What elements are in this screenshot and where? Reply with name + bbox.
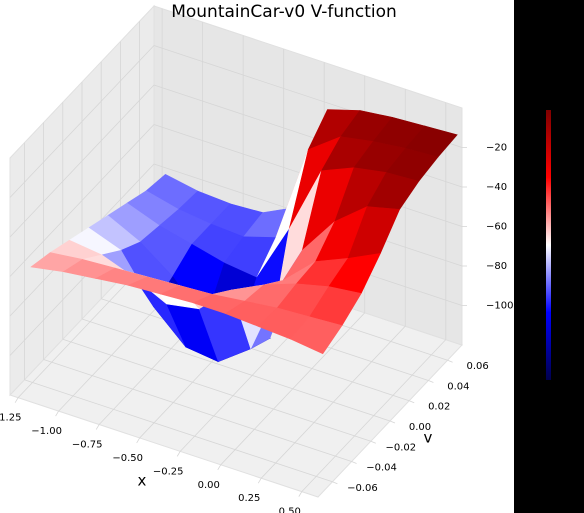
z-tick-label: −60 <box>486 222 507 233</box>
y-tick-label: 0.06 <box>466 361 488 372</box>
y-tick <box>428 380 434 383</box>
y-tick-label: 0.00 <box>409 422 431 433</box>
grid-line <box>24 379 333 483</box>
grid-line <box>81 318 391 422</box>
y-tick <box>447 359 453 363</box>
x-tick-label: 0.25 <box>238 493 260 504</box>
x-tick <box>217 464 222 470</box>
grid-line <box>9 84 155 238</box>
x-axis-label: x <box>138 472 147 490</box>
grid-line <box>43 359 352 462</box>
y-tick-label: −0.02 <box>385 442 416 453</box>
z-tick-label: −20 <box>486 143 507 154</box>
x-tick-label: −0.25 <box>153 466 184 477</box>
x-tick-label: 0.50 <box>279 507 301 513</box>
z-tick-label: −40 <box>486 182 507 193</box>
x-tick-label: −1.25 <box>0 413 21 424</box>
x-tick <box>14 397 19 403</box>
x-tick <box>55 410 59 417</box>
grid-line <box>9 45 155 198</box>
surface-patch <box>289 316 343 355</box>
y-tick-label: 0.04 <box>447 381 469 392</box>
y-tick-label: 0.02 <box>428 402 450 413</box>
x-tick-label: −1.00 <box>31 426 62 437</box>
y-tick <box>351 461 357 464</box>
y-tick <box>409 400 415 404</box>
y-tick <box>370 440 376 444</box>
z-tick-label: −100 <box>486 301 513 312</box>
y-axis-label: v <box>424 429 433 447</box>
y-tick-label: −0.06 <box>347 483 378 494</box>
x-tick <box>95 424 100 430</box>
colorbar <box>546 110 551 380</box>
colorbar <box>546 110 551 380</box>
grid-line <box>9 124 155 277</box>
x-tick-label: −0.75 <box>72 440 103 451</box>
x-tick <box>298 491 303 497</box>
grid-line <box>101 298 410 402</box>
y-tick <box>389 420 396 424</box>
x-tick-label: −0.50 <box>112 453 143 464</box>
surface <box>30 109 458 363</box>
ticks: −1.25 −1.00 −0.75 −0.50 −0.25 0.00 0.25 0.50 −0.… <box>0 143 513 513</box>
x-tick-label: 0.00 <box>198 480 220 491</box>
x-tick <box>136 437 141 444</box>
grid-line <box>62 338 371 442</box>
x-tick <box>176 451 181 457</box>
y-tick <box>332 481 338 485</box>
y-tick-label: −0.04 <box>366 463 397 474</box>
chart-title: MountainCar-v0 V-function <box>171 2 397 22</box>
x-tick <box>257 478 262 484</box>
z-tick-label: −80 <box>486 261 507 272</box>
